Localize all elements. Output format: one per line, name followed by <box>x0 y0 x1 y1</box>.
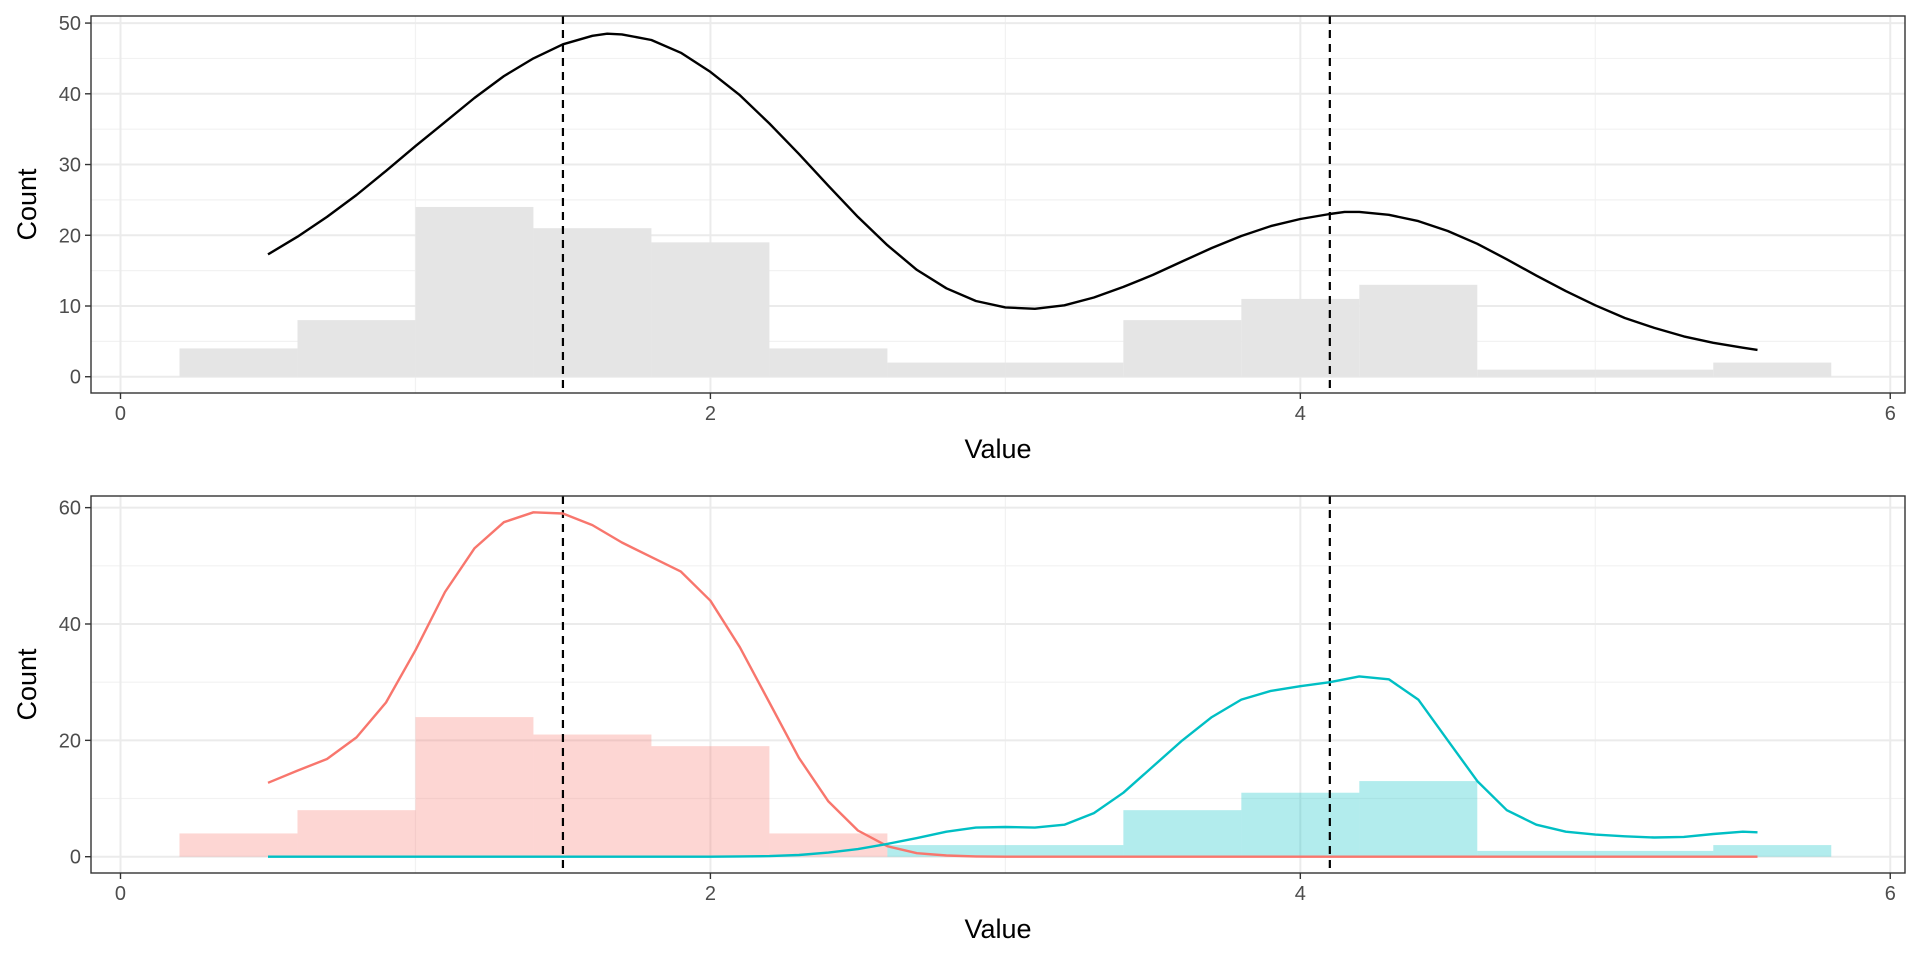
histogram-bar-group-1 <box>769 833 888 857</box>
histogram-bar <box>297 320 416 377</box>
histogram-bar-group-2 <box>1005 845 1124 857</box>
x-tick-label: 6 <box>1885 883 1896 905</box>
top-histogram-panel: 0 2 4 6 0 10 20 30 40 50 Value Count <box>12 13 1906 464</box>
histogram-bar <box>1595 369 1714 377</box>
y-tick-label: 50 <box>59 13 81 35</box>
histogram-bar-group-2 <box>1713 845 1832 857</box>
histogram-bar-group-1 <box>415 717 534 857</box>
histogram-bar <box>1359 284 1478 377</box>
x-tick-label: 4 <box>1295 403 1306 425</box>
x-tick-label: 6 <box>1885 403 1896 425</box>
y-tick-label: 20 <box>59 730 81 752</box>
histogram-bar-group-2 <box>1595 850 1714 857</box>
y-tick-label: 40 <box>59 84 81 106</box>
histogram-bar <box>1123 320 1242 377</box>
histogram-bar-group-1 <box>297 810 416 857</box>
x-tick-label: 4 <box>1295 883 1306 905</box>
histogram-bar-group-2 <box>1123 810 1242 857</box>
histogram-bar <box>1713 362 1832 377</box>
x-tick-label: 2 <box>705 883 716 905</box>
y-tick-label: 20 <box>59 225 81 247</box>
histogram-bar <box>651 242 770 377</box>
histogram-bar <box>1005 362 1124 377</box>
histogram-bar <box>1477 369 1596 377</box>
histogram-bar-group-2 <box>1477 850 1596 857</box>
y-tick-label: 60 <box>59 498 81 520</box>
plot-background <box>91 496 1905 873</box>
x-axis-title: Value <box>964 914 1031 944</box>
y-axis-title: Count <box>12 168 42 241</box>
histogram-bar <box>179 348 298 377</box>
density-curve-group-1 <box>267 511 1758 858</box>
y-tick-label: 10 <box>59 296 81 318</box>
x-axis-title: Value <box>964 434 1031 464</box>
y-tick-label: 0 <box>70 847 81 869</box>
histogram-bar <box>415 206 534 377</box>
y-axis-title: Count <box>12 648 42 721</box>
x-tick-label: 0 <box>115 883 126 905</box>
density-curve <box>267 32 1758 352</box>
histogram-bar-group-1 <box>179 833 298 857</box>
y-tick-label: 30 <box>59 155 81 177</box>
density-curve-group-2 <box>268 675 1758 858</box>
histogram-bar-group-2 <box>887 845 1006 857</box>
histogram-bar-group-1 <box>651 746 770 857</box>
histogram-bar-group-1 <box>533 734 652 857</box>
histogram-bar-group-2 <box>1241 792 1360 857</box>
panel-border <box>90 15 1906 394</box>
histogram-bar <box>887 362 1006 377</box>
y-tick-label: 0 <box>70 367 81 389</box>
y-tick-label: 40 <box>59 614 81 636</box>
histogram-bar <box>769 348 888 377</box>
x-tick-label: 2 <box>705 403 716 425</box>
histogram-bar <box>533 228 652 377</box>
histogram-bar-group-2 <box>1359 781 1478 857</box>
histogram-bar <box>1241 298 1360 377</box>
panel-border <box>90 495 1906 874</box>
x-tick-label: 0 <box>115 403 126 425</box>
